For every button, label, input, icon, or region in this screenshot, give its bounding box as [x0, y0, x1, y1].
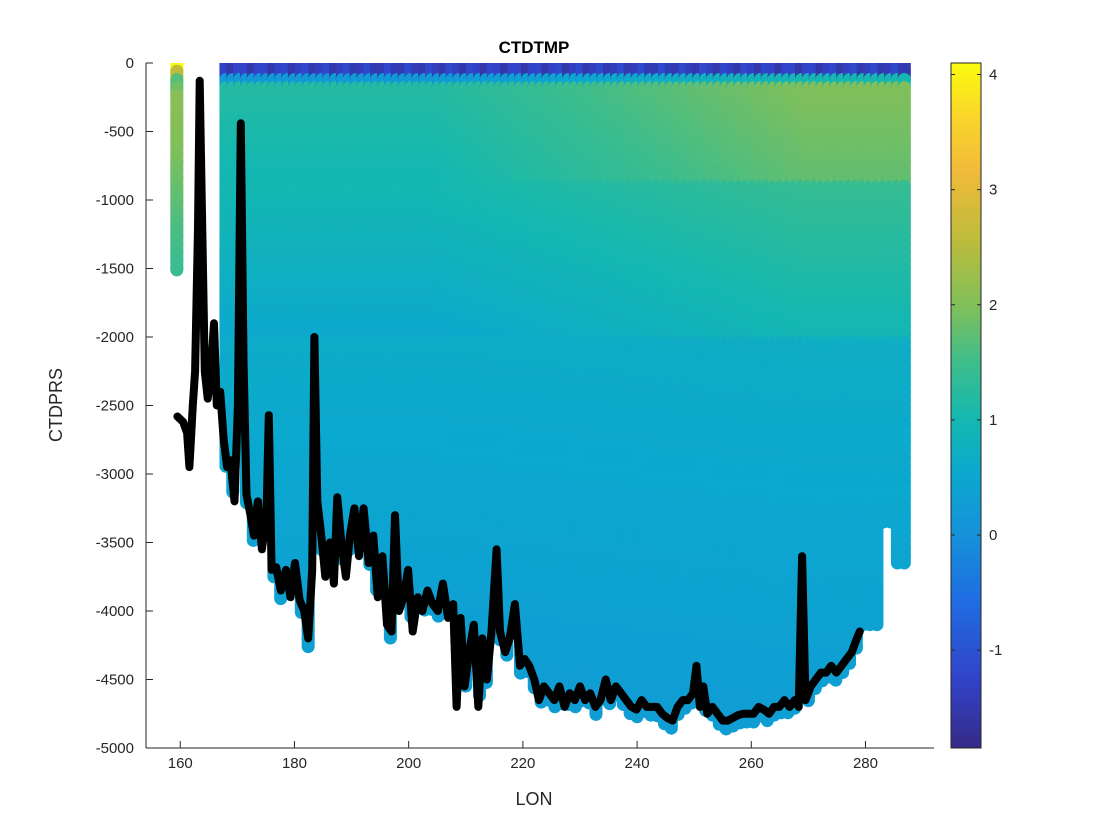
- colorbar-tick-label: 3: [989, 182, 997, 199]
- chart-title: CTDTMP: [499, 38, 570, 57]
- colorbar-ticks: 4 3 2 1 0 -1: [951, 67, 1002, 659]
- y-tick-label: 0: [126, 55, 134, 72]
- bottom-profile: [173, 76, 864, 725]
- y-tick-label: -1000: [96, 192, 134, 209]
- x-tick-label: 220: [510, 755, 535, 772]
- x-tick-label: 280: [853, 755, 878, 772]
- x-tick-label: 160: [168, 755, 193, 772]
- bottom-profile-line: [173, 76, 864, 725]
- colorbar-tick-label: 0: [989, 527, 997, 544]
- y-axis-label: CTDPRS: [46, 368, 66, 442]
- x-axis-label: LON: [515, 789, 552, 809]
- x-tick-label: 180: [282, 755, 307, 772]
- y-tick-label: -1500: [96, 261, 134, 278]
- colorbar-tick-label: 1: [989, 412, 997, 429]
- x-tick-label: 260: [739, 755, 764, 772]
- y-tick-label: -3500: [96, 535, 134, 552]
- x-tick-label: 200: [396, 755, 421, 772]
- colorbar: [950, 62, 982, 749]
- y-tick-label: -4500: [96, 672, 134, 689]
- x-axis-ticks: 160 180 200 220 240 260 280: [168, 741, 878, 772]
- y-tick-label: -5000: [96, 740, 134, 757]
- y-tick-label: -4000: [96, 603, 134, 620]
- y-tick-label: -2000: [96, 329, 134, 346]
- colorbar-tick-label: 4: [989, 67, 997, 84]
- y-tick-label: -2500: [96, 398, 134, 415]
- x-tick-label: 240: [625, 755, 650, 772]
- colorbar-tick-label: 2: [989, 297, 997, 314]
- colorbar-tick-label: -1: [989, 642, 1002, 659]
- y-axis-ticks: 0 -500 -1000 -1500 -2000 -2500 -3000 -3500 -4000…: [96, 55, 153, 757]
- y-tick-label: -500: [104, 124, 134, 141]
- y-tick-label: -3000: [96, 466, 134, 483]
